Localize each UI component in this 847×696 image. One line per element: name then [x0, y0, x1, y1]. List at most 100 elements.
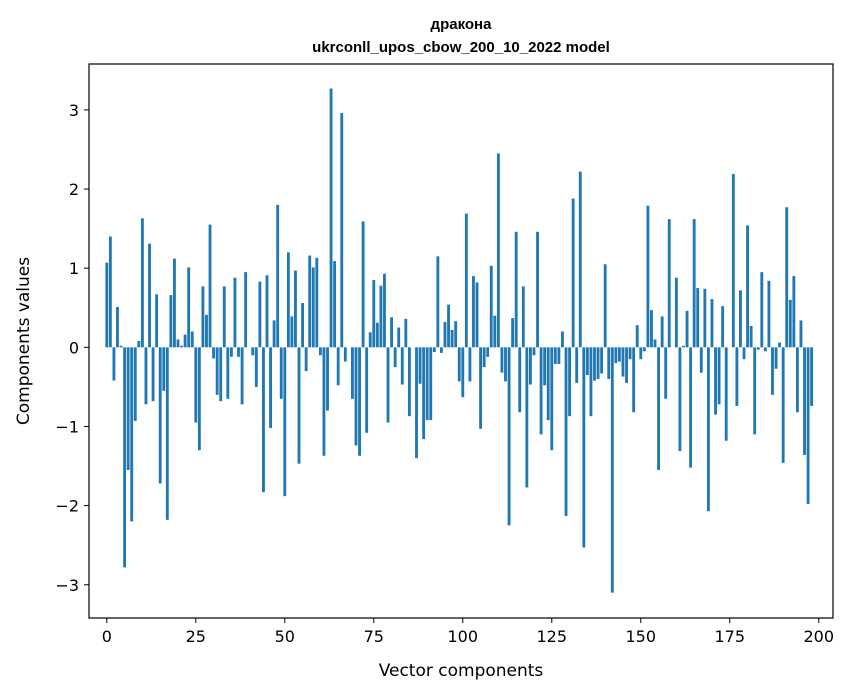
bar — [767, 280, 771, 348]
bar — [358, 347, 361, 456]
bar — [596, 347, 600, 379]
bar — [803, 347, 806, 455]
bar — [140, 218, 144, 348]
bar — [689, 347, 693, 468]
bar — [368, 332, 372, 348]
bar — [265, 275, 269, 348]
x-tick-label: 75 — [364, 627, 384, 646]
bar — [365, 347, 369, 433]
bar — [407, 347, 411, 417]
bar — [425, 347, 429, 421]
chart-subtitle: ukrconll_upos_cbow_200_10_2022 model — [312, 39, 610, 56]
bar — [621, 347, 625, 377]
bar — [795, 347, 799, 413]
bar — [550, 347, 554, 451]
bar — [610, 347, 614, 593]
bar — [778, 342, 782, 348]
bar — [151, 347, 155, 402]
bar — [215, 347, 219, 395]
bar — [379, 285, 383, 348]
bar — [173, 258, 176, 348]
bar — [664, 347, 668, 399]
bar — [600, 347, 604, 374]
bar — [393, 347, 397, 368]
bar — [251, 347, 255, 356]
bar — [735, 347, 739, 406]
bar — [422, 347, 426, 440]
bar — [212, 347, 216, 359]
bar — [222, 286, 226, 348]
bar — [269, 347, 272, 429]
bar — [749, 325, 753, 348]
bar — [340, 113, 344, 348]
bar — [593, 347, 596, 381]
bar — [518, 347, 522, 413]
bar — [144, 347, 148, 405]
bar — [440, 347, 443, 353]
bar — [774, 347, 778, 369]
bar — [137, 341, 141, 348]
bar — [418, 347, 422, 384]
bar — [482, 347, 486, 368]
bar — [244, 272, 248, 348]
bar — [322, 347, 326, 456]
bar — [639, 347, 643, 360]
bar — [429, 347, 433, 421]
bar — [582, 347, 586, 548]
bar — [240, 347, 244, 405]
bar — [197, 347, 201, 451]
bar — [155, 294, 159, 348]
bar — [176, 339, 180, 348]
bar — [810, 347, 814, 406]
x-tick-label: 25 — [186, 627, 206, 646]
bar — [564, 347, 568, 516]
bar — [714, 347, 717, 415]
bar — [311, 267, 315, 348]
bar — [504, 347, 507, 382]
bar — [667, 219, 671, 348]
bar — [532, 347, 536, 356]
bar — [116, 306, 119, 348]
bar — [386, 347, 390, 423]
bar — [119, 345, 123, 348]
bar — [792, 276, 796, 348]
bar — [432, 347, 436, 353]
bar — [226, 347, 230, 399]
bar — [233, 277, 237, 348]
bar — [653, 339, 657, 348]
bar — [646, 205, 650, 348]
bar — [543, 347, 547, 386]
bar — [397, 327, 401, 348]
bar — [126, 347, 130, 470]
bar — [130, 347, 134, 522]
bar — [753, 347, 757, 435]
y-tick-label: 1 — [69, 259, 79, 278]
bar — [262, 347, 265, 493]
bar — [614, 347, 618, 364]
bar — [286, 252, 290, 348]
bar — [447, 304, 450, 348]
bar — [475, 282, 479, 348]
bar — [351, 347, 354, 399]
bar — [329, 88, 333, 348]
bar — [717, 347, 721, 405]
bar — [642, 347, 646, 352]
bar — [568, 347, 571, 417]
bar — [799, 320, 803, 348]
bar — [326, 347, 329, 411]
chart-title: дракона — [431, 16, 493, 33]
bar — [187, 267, 191, 348]
bar — [781, 347, 785, 463]
bar — [333, 261, 337, 348]
bar — [294, 270, 297, 348]
bar — [763, 347, 767, 352]
plot-frame — [88, 63, 834, 619]
bar — [237, 347, 240, 357]
y-tick-label: 2 — [69, 180, 79, 199]
bar — [208, 224, 212, 348]
bar — [628, 347, 632, 360]
x-tick-label: 0 — [102, 627, 112, 646]
bar — [415, 347, 418, 459]
bar — [123, 347, 127, 568]
x-tick-label: 100 — [448, 627, 479, 646]
